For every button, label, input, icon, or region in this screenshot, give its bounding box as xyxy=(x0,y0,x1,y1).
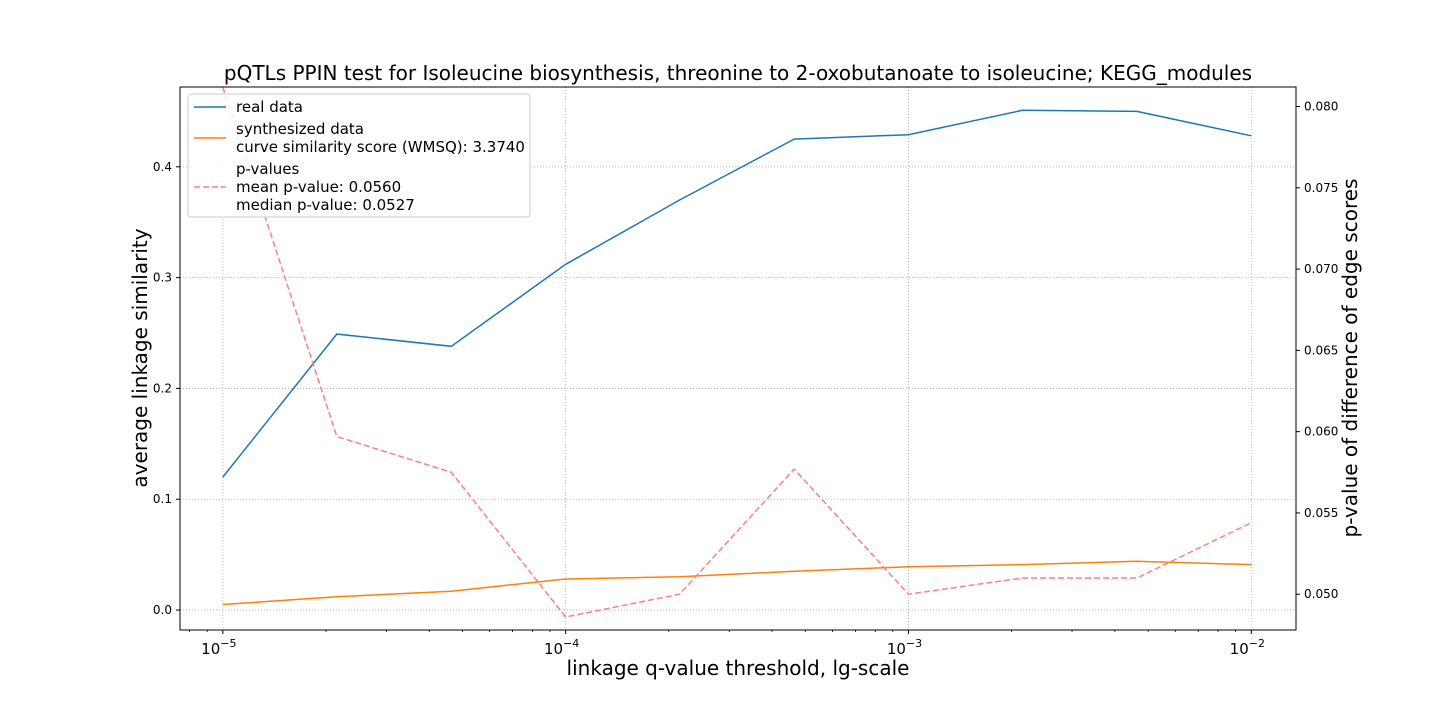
legend-label: p-values xyxy=(236,160,300,178)
y2-tick-label: 0.080 xyxy=(1304,100,1338,114)
legend-label: median p-value: 0.0527 xyxy=(236,196,415,214)
x-tick-label: 10−5 xyxy=(201,637,236,658)
legend-label: synthesized data xyxy=(236,120,364,138)
y-tick-label: 0.4 xyxy=(153,160,172,174)
y2-tick-label: 0.055 xyxy=(1304,506,1338,520)
y-tick-label: 0.1 xyxy=(153,492,172,506)
legend-label: mean p-value: 0.0560 xyxy=(236,178,401,196)
series-line-1 xyxy=(222,109,1252,478)
y-axis-label: average linkage similarity xyxy=(128,228,152,487)
y2-tick-label: 0.070 xyxy=(1304,262,1338,276)
series-group xyxy=(222,87,1252,618)
series-line-2 xyxy=(222,560,1252,606)
chart-title: pQTLs PPIN test for Isoleucine biosynthe… xyxy=(224,61,1252,85)
x-tick-label: 10−3 xyxy=(887,637,922,658)
y-tick-label: 0.2 xyxy=(153,381,172,395)
legend-label: real data xyxy=(236,98,303,116)
x-axis-label: linkage q-value threshold, lg-scale xyxy=(567,656,910,680)
y-tick-label: 0.3 xyxy=(153,271,172,285)
y2-axis-label: p-value of difference of edge scores xyxy=(1338,179,1362,538)
legend-label: curve similarity score (WMSQ): 3.3740 xyxy=(236,138,525,156)
legend-box xyxy=(187,93,531,218)
y2-tick-label: 0.050 xyxy=(1304,587,1338,601)
y2-tick-label: 0.060 xyxy=(1304,425,1338,439)
x-tick-label: 10−4 xyxy=(544,637,579,658)
y2-tick-label: 0.075 xyxy=(1304,181,1338,195)
y-tick-label: 0.0 xyxy=(153,603,172,617)
axes-group: 10−5 10−4 10−3 10−2 0.0 0.1 0.2 0.3 0.4 0.050 0.05… xyxy=(153,100,1338,658)
x-tick-label: 10−2 xyxy=(1230,637,1265,658)
y2-tick-label: 0.065 xyxy=(1304,343,1338,357)
plot-frame xyxy=(179,86,1297,631)
series-line-3 xyxy=(222,87,1252,618)
